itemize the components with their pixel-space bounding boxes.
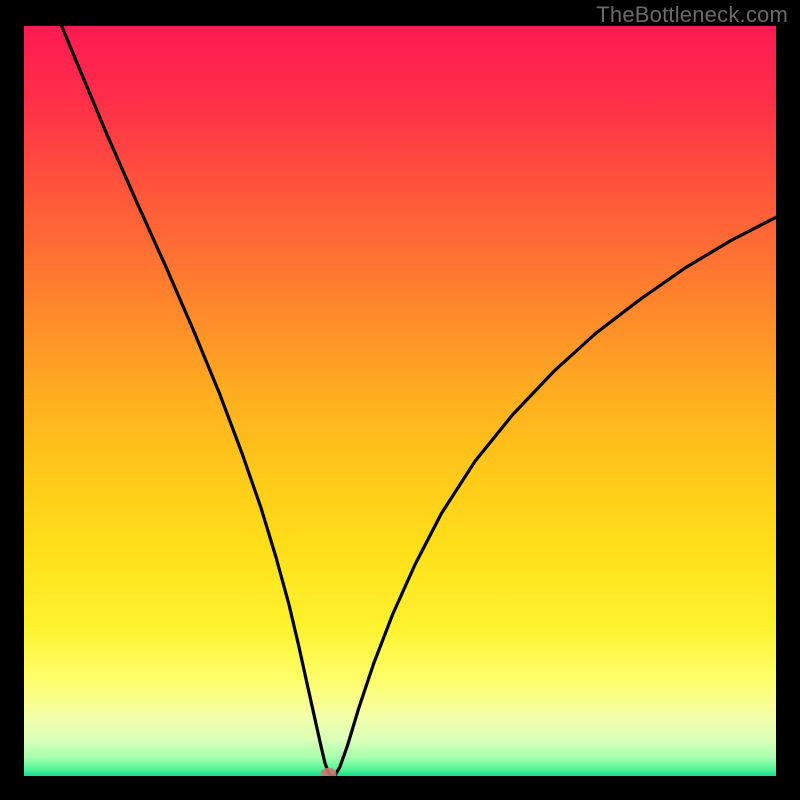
chart-container: TheBottleneck.com <box>0 0 800 800</box>
gradient-background <box>24 26 776 776</box>
watermark-text: TheBottleneck.com <box>596 2 788 28</box>
plot-svg <box>24 26 776 776</box>
plot-area <box>24 26 776 776</box>
